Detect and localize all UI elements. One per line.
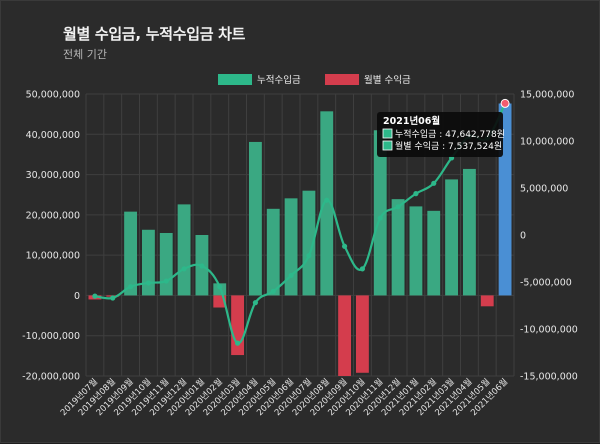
y-right-tick-label: 15,000,000 <box>520 90 574 101</box>
line-point <box>413 191 419 197</box>
line-point <box>181 266 187 272</box>
y-left-tick-label: 40,000,000 <box>26 130 80 141</box>
y-left-tick-label: 50,000,000 <box>26 90 80 101</box>
y-right-tick-label: -5,000,000 <box>520 278 572 289</box>
bar-cumulative <box>373 130 387 296</box>
line-series <box>92 98 510 346</box>
line-point <box>127 284 134 290</box>
bar-cumulative <box>159 232 173 296</box>
bar-monthly <box>480 295 494 307</box>
bar-cumulative <box>266 208 280 296</box>
legend-swatch <box>218 74 252 85</box>
tooltip-line: 누적수입금 : 47,642,778원 <box>395 128 505 140</box>
y-left-tick-label: -20,000,000 <box>22 372 80 383</box>
legend: 누적수입금 월별 수익금 <box>218 74 411 86</box>
line-point <box>359 266 366 272</box>
line-point <box>92 293 98 299</box>
line-point <box>145 280 152 286</box>
tooltip-swatch <box>382 128 393 139</box>
bar-cumulative <box>141 229 155 296</box>
bar-cumulative <box>391 199 405 296</box>
chart-subtitle: 전체 기간 <box>63 48 107 61</box>
bar-series <box>88 103 512 376</box>
line-point <box>341 243 348 249</box>
line-point <box>395 204 401 210</box>
y-left-tick-label: 0 <box>74 291 80 302</box>
y-left-tick-label: 20,000,000 <box>26 210 80 221</box>
y-right-tick-label: 5,000,000 <box>520 184 568 195</box>
bar-cumulative <box>320 111 334 296</box>
bar-monthly <box>355 295 369 373</box>
bar-cumulative <box>124 211 138 296</box>
bar-cumulative <box>177 204 191 296</box>
line-point <box>110 295 116 301</box>
bar-cumulative <box>445 179 459 296</box>
y-left-tick-label: -10,000,000 <box>22 331 80 342</box>
tooltip-box <box>377 112 503 157</box>
line-point <box>270 288 276 294</box>
line-point <box>288 272 294 279</box>
tooltip-title: 2021년06월 <box>383 115 440 127</box>
legend-label: 누적수입금 <box>257 74 301 86</box>
y-axis-left: -20,000,000 -10,000,000 0 10,000,000 20,000,… <box>22 90 80 383</box>
bar-cumulative <box>248 141 262 296</box>
y-left-tick-label: 10,000,000 <box>26 251 80 262</box>
bar-monthly <box>231 295 245 356</box>
bar-cumulative <box>409 206 423 296</box>
line-point <box>217 284 223 290</box>
line-point <box>306 253 312 259</box>
y-right-tick-label: -15,000,000 <box>520 372 578 383</box>
legend-label: 월별 수익금 <box>364 74 411 86</box>
line-point-highlight <box>500 98 510 108</box>
bar-monthly <box>338 295 352 376</box>
line-point <box>324 197 330 203</box>
y-right-tick-label: -10,000,000 <box>520 325 578 336</box>
bar-cumulative <box>302 190 316 296</box>
tooltip-line: 월별 수익금 : 7,537,524원 <box>395 140 502 152</box>
y-right-tick-label: 0 <box>520 231 526 242</box>
line-point <box>431 180 437 186</box>
legend-swatch <box>325 74 359 85</box>
tooltip-swatch <box>382 140 393 151</box>
x-axis: 2019년07월2019년08월2019년09월2019년10월2019년11월… <box>58 376 510 418</box>
line-point <box>163 278 169 284</box>
bar-cumulative <box>284 198 298 296</box>
bar-cumulative <box>427 210 441 296</box>
chart-title: 월별 수입금, 누적수입금 차트 <box>63 25 246 43</box>
bar-cumulative <box>462 168 476 296</box>
y-right-tick-label: 10,000,000 <box>520 137 574 148</box>
line-point <box>234 340 241 346</box>
line-point <box>377 215 383 221</box>
line-point <box>252 300 259 306</box>
line-point <box>199 263 205 269</box>
y-left-tick-label: 30,000,000 <box>26 170 80 181</box>
y-axis-right: -15,000,000 -10,000,000 -5,000,000 0 5,000,0… <box>520 90 578 383</box>
